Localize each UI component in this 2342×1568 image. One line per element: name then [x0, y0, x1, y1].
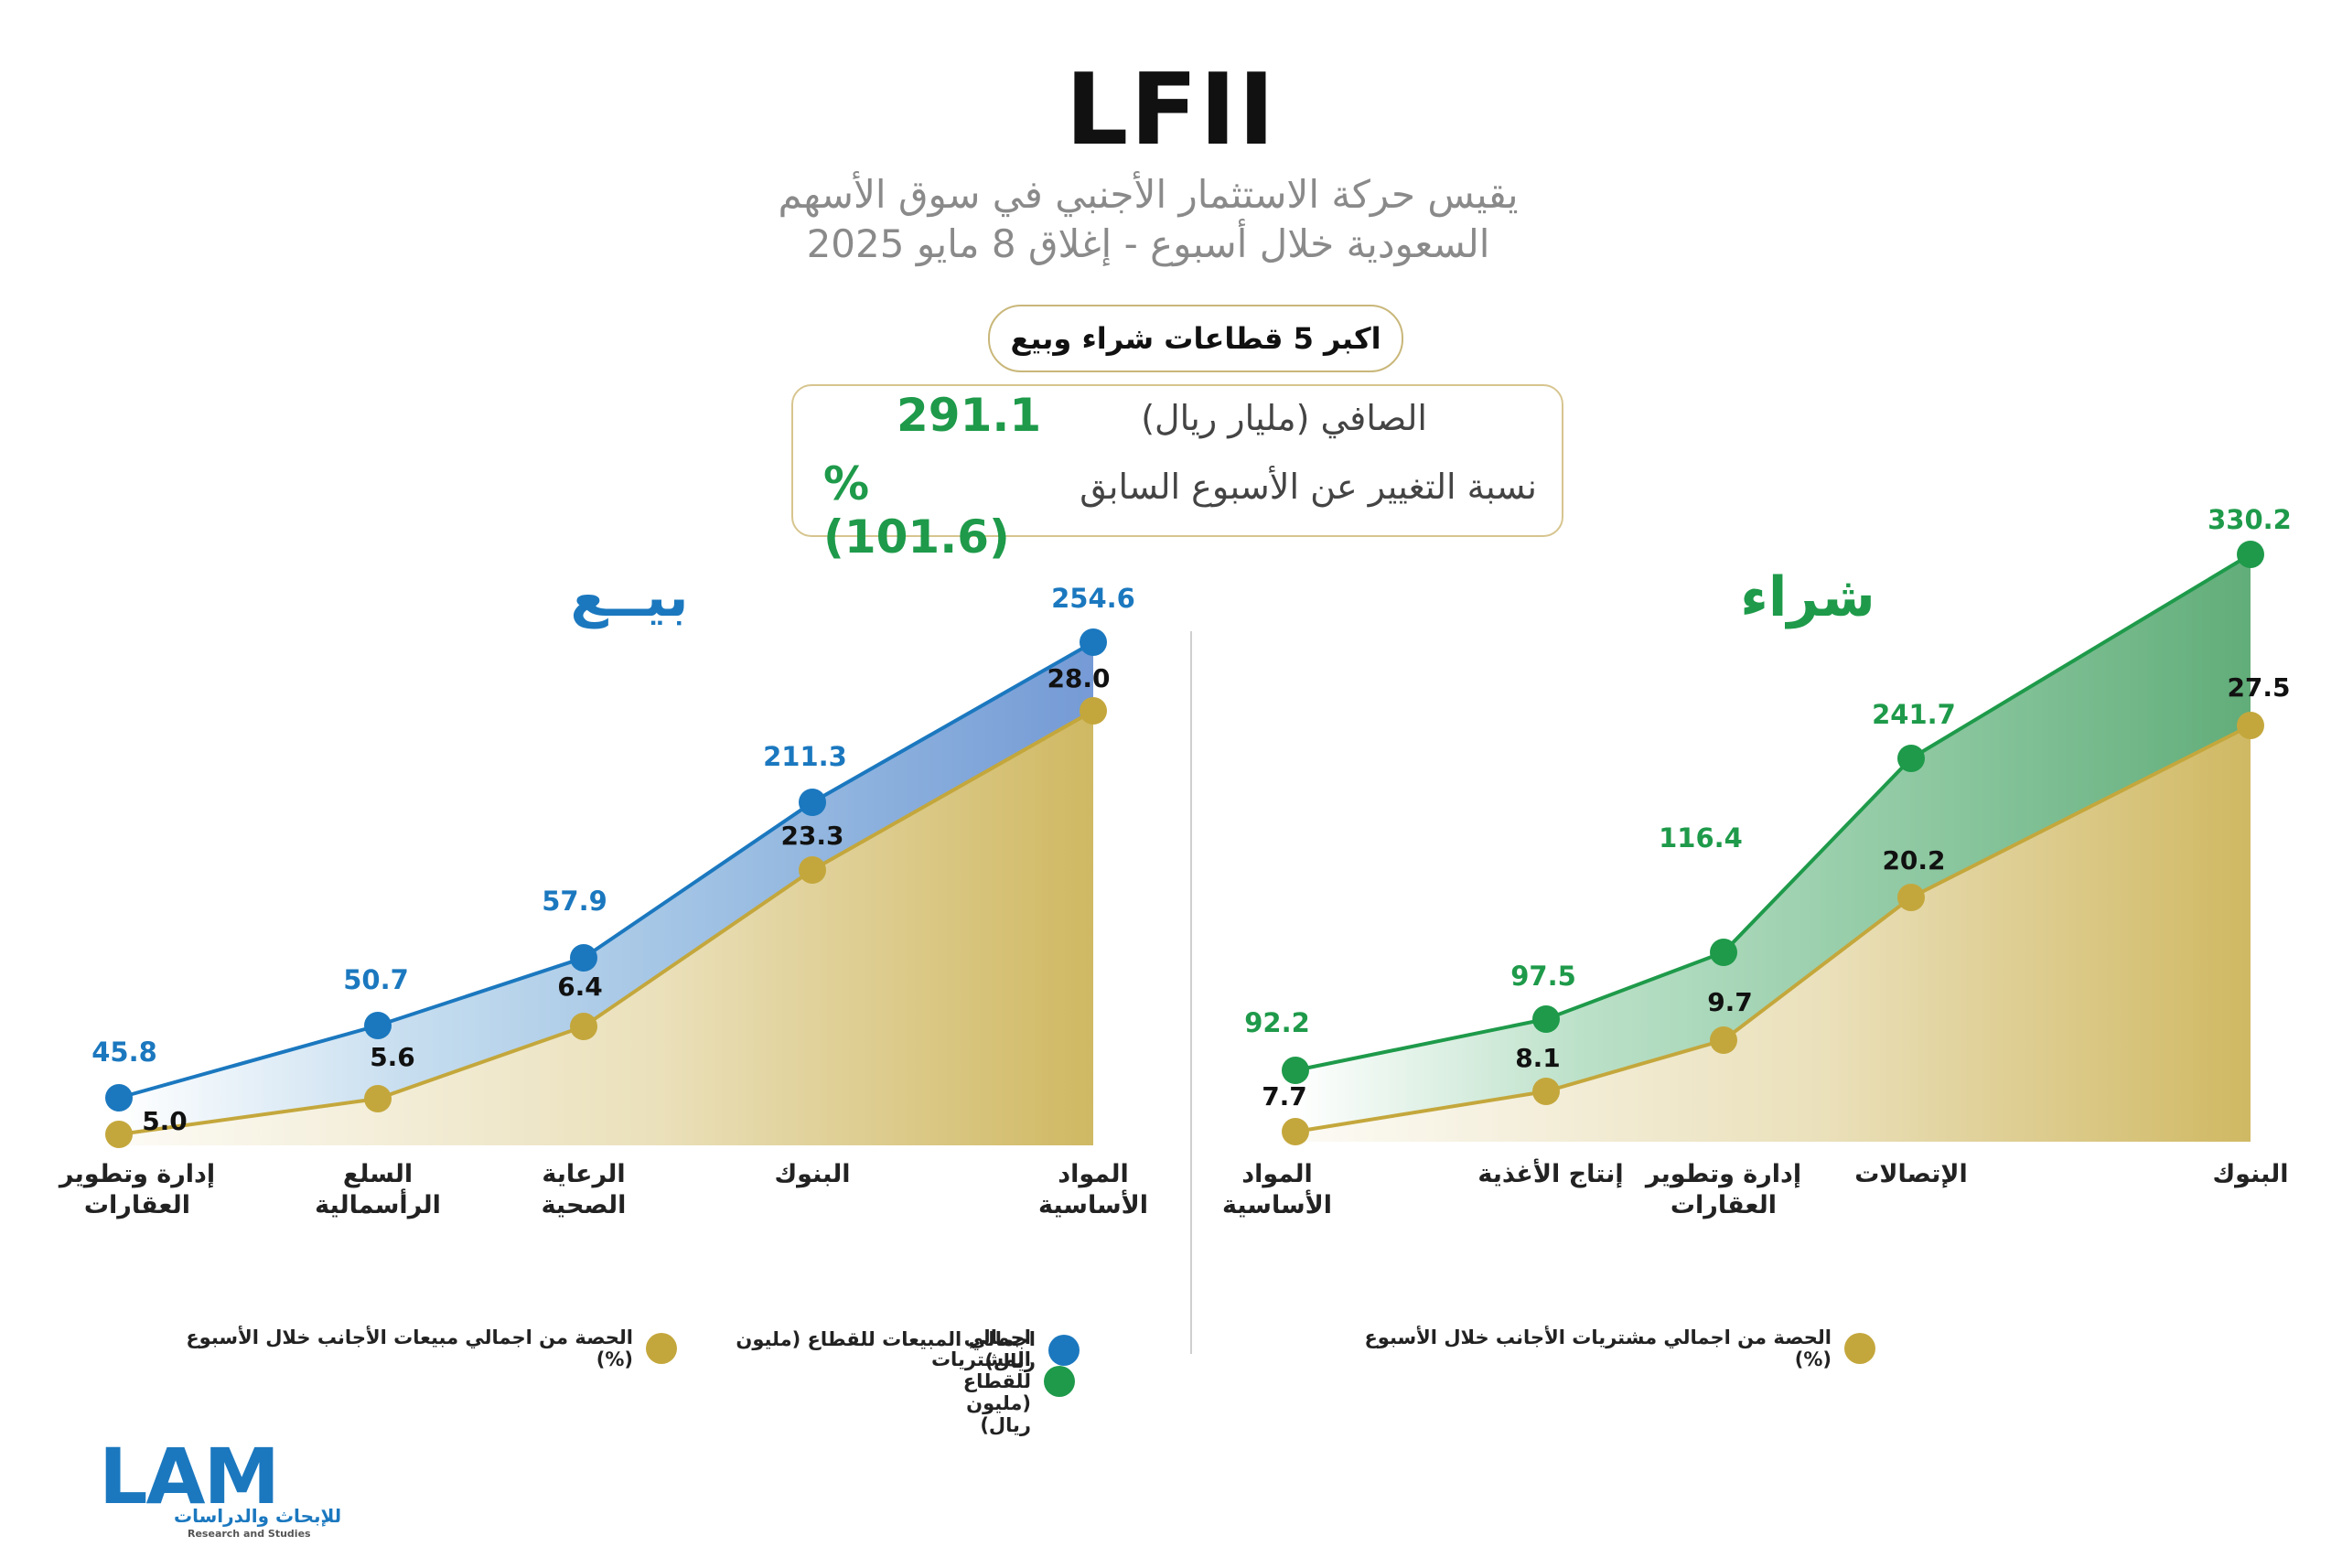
share-value-label: 9.7 [1707, 987, 1753, 1017]
total-value-label: 330.2 [2208, 504, 2292, 535]
category-label: الأساسية [1038, 1189, 1148, 1219]
subtitle-line-1: يقيس حركة الاستثمار الأجنبي في سوق الأسه… [778, 172, 1519, 217]
share-point [364, 1085, 392, 1112]
legend-buy-share-label: الحصة من اجمالي مشتريات الأجانب خلال الأ… [1364, 1326, 1832, 1370]
share-point [105, 1121, 133, 1148]
category-label: إدارة وتطوير [1644, 1160, 1801, 1188]
category-label: البنوك [2212, 1160, 2288, 1188]
share-value-label: 28.0 [1047, 663, 1110, 693]
total-point [1897, 745, 1925, 772]
total-value-label: 57.9 [542, 886, 607, 917]
share-point [1532, 1078, 1560, 1105]
change-value: %(101.6) [823, 457, 1010, 564]
share-area [119, 711, 1093, 1145]
total-point [2237, 541, 2264, 568]
total-value-label: 97.5 [1510, 961, 1576, 992]
category-label: العقارات [84, 1191, 190, 1219]
total-point [570, 944, 597, 972]
total-value-label: 92.2 [1244, 1007, 1310, 1038]
legend-sell-total: اجمالي المبيعات للقطاع (مليون ريال) [704, 1328, 1080, 1372]
category-label: المواد [1058, 1160, 1129, 1188]
sell-chart: 45.8 5.0 50.7 5.6 57.9 6.4 211.3 23.3 254.6 28.0 إ… [58, 565, 1148, 1219]
share-value-label: 27.5 [2227, 672, 2290, 703]
category-label: إنتاج الأغذية [1477, 1158, 1623, 1188]
total-point [1532, 1005, 1560, 1033]
legend-sell-share-label: الحصة من اجمالي مبيعات الأجانب خلال الأس… [186, 1326, 633, 1370]
share-point [1897, 884, 1925, 911]
chart-title: شراء [1740, 565, 1875, 629]
net-label: الصافي (مليار ريال) [1141, 398, 1427, 438]
total-point [1282, 1057, 1309, 1084]
total-value-label: 45.8 [91, 1036, 157, 1068]
share-point [570, 1013, 597, 1040]
legend-dot-green [1044, 1366, 1075, 1397]
legend-dot-blue [1048, 1335, 1080, 1366]
lam-logo-arabic: للإبحاث والدراسات [174, 1505, 342, 1527]
share-value-label: 5.6 [370, 1042, 415, 1072]
total-value-label: 50.7 [343, 964, 409, 995]
share-point [799, 856, 826, 884]
total-point [1710, 939, 1737, 966]
category-label: المواد [1241, 1160, 1313, 1188]
share-point [2237, 712, 2264, 739]
lam-logo-english: Research and Studies [188, 1528, 311, 1540]
buy-chart: 92.2 7.7 97.5 8.1 116.4 9.7 241.7 20.2 330.2 27.5… [1222, 504, 2292, 1219]
share-point [1282, 1118, 1309, 1145]
share-value-label: 20.2 [1882, 845, 1945, 875]
share-value-label: 5.0 [142, 1106, 188, 1136]
total-value-label: 241.7 [1872, 699, 1956, 730]
legend-buy-total: اجمالي المشتريات للقطاع (مليون ريال) [931, 1326, 1075, 1436]
total-point [364, 1012, 392, 1039]
legend-dot-gold [1844, 1333, 1875, 1364]
total-value-label: 254.6 [1051, 583, 1135, 614]
change-label: نسبة التغيير عن الأسبوع السابق [1080, 467, 1537, 507]
share-value-label: 7.7 [1262, 1081, 1307, 1112]
category-label: الرأسمالية [315, 1188, 441, 1219]
legend-buy-total-label: اجمالي المشتريات للقطاع (مليون ريال) [930, 1326, 1031, 1436]
share-value-label: 6.4 [557, 972, 603, 1002]
share-value-label: 23.3 [780, 821, 843, 851]
summary-box [791, 384, 1563, 537]
chart-divider [1190, 631, 1192, 1354]
lam-logo: LAM [99, 1432, 280, 1521]
total-value-label: 116.4 [1659, 822, 1743, 854]
top-sectors-pill: اكبر 5 قطاعات شراء وبيع [988, 305, 1403, 372]
legend-dot-gold-2 [646, 1333, 677, 1364]
category-label: العقارات [1671, 1191, 1777, 1219]
legend-buy-share: الحصة من اجمالي مشتريات الأجانب خلال الأ… [1327, 1326, 1875, 1370]
total-value-label: 211.3 [763, 741, 847, 772]
share-value-label: 8.1 [1515, 1043, 1561, 1073]
category-label: الإتصالات [1854, 1160, 1967, 1188]
page-title: LFII [1065, 53, 1277, 167]
legend-sell-total-label: اجمالي المبيعات للقطاع (مليون ريال) [736, 1328, 1036, 1372]
share-point [1080, 697, 1107, 725]
chart-title: بيــع [570, 565, 688, 629]
net-value: 291.1 [897, 389, 1042, 442]
category-label: البنوك [774, 1160, 850, 1188]
category-label: السلع [343, 1160, 413, 1188]
category-label: إدارة وتطوير [58, 1160, 215, 1188]
category-label: الرعاية [542, 1160, 625, 1188]
subtitle-line-2: السعودية خلال أسبوع - إغلاق 8 مايو 2025 [806, 221, 1490, 266]
category-label: الأساسية [1222, 1189, 1332, 1219]
share-area [1295, 725, 2251, 1142]
total-point [1080, 628, 1107, 656]
total-band [119, 642, 1093, 1134]
legend-sell-share: الحصة من اجمالي مبيعات الأجانب خلال الأس… [165, 1326, 677, 1370]
total-point [105, 1084, 133, 1112]
category-label: الصحية [542, 1191, 627, 1219]
total-point [799, 789, 826, 816]
share-point [1710, 1026, 1737, 1054]
